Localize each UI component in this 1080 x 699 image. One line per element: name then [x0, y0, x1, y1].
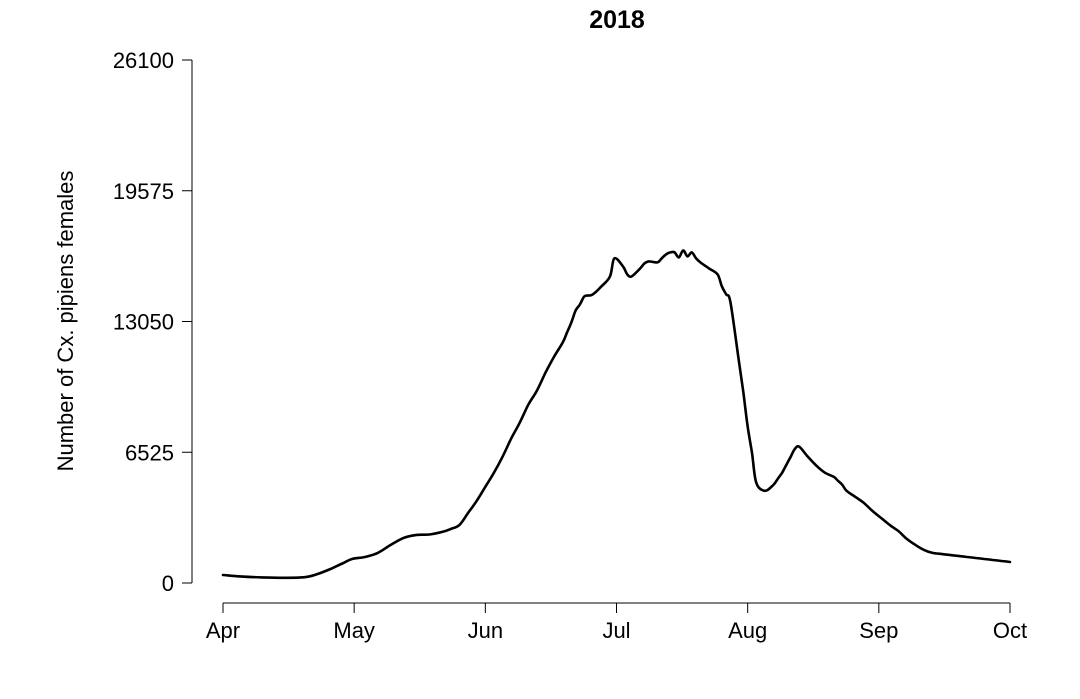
y-axis-label: Number of Cx. pipiens females [53, 171, 78, 472]
x-tick-label: Sep [859, 618, 898, 643]
x-tick-label: Apr [206, 618, 240, 643]
x-tick-label: Jun [468, 618, 503, 643]
y-tick-label: 26100 [113, 48, 174, 73]
x-tick-label: Jul [602, 618, 630, 643]
x-tick-label: Aug [728, 618, 767, 643]
y-tick-label: 0 [162, 571, 174, 596]
series-line [221, 249, 1012, 580]
y-tick-label: 19575 [113, 179, 174, 204]
y-tick-label: 6525 [125, 440, 174, 465]
x-axis: Apr May Jun Jul Aug Sep Oct [206, 602, 1027, 643]
x-tick-label: Oct [993, 618, 1027, 643]
chart-title: 2018 [589, 6, 645, 34]
y-axis: 0 6525 13050 19575 26100 [113, 48, 193, 596]
y-tick-label: 13050 [113, 310, 174, 335]
x-tick-label: May [333, 618, 375, 643]
